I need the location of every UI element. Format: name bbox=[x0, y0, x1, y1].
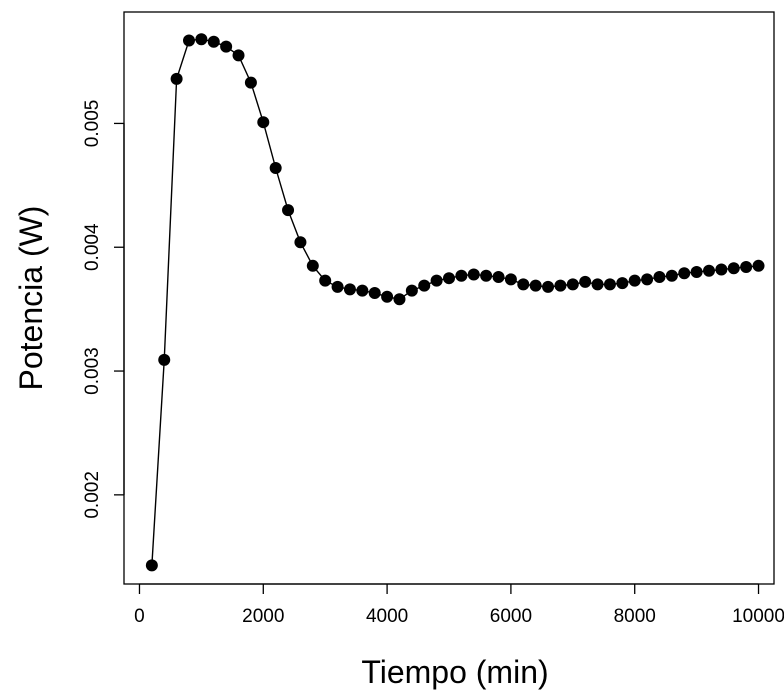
x-tick-label: 8000 bbox=[614, 606, 656, 627]
y-axis-label: Potencia (W) bbox=[13, 206, 49, 391]
data-point bbox=[207, 35, 220, 48]
data-point bbox=[294, 236, 307, 249]
data-point bbox=[517, 278, 530, 291]
data-point bbox=[368, 287, 381, 300]
series-line bbox=[151, 38, 759, 566]
plot-frame bbox=[123, 11, 775, 585]
data-point bbox=[480, 269, 493, 282]
data-point bbox=[405, 284, 418, 297]
x-axis: 0 2000 4000 6000 8000 10000 bbox=[134, 583, 784, 627]
data-point bbox=[628, 274, 641, 287]
data-point bbox=[430, 274, 443, 287]
data-point bbox=[244, 76, 257, 89]
data-point bbox=[393, 293, 406, 306]
data-point bbox=[158, 353, 171, 366]
x-tick-label: 0 bbox=[134, 606, 145, 627]
data-point bbox=[170, 72, 183, 85]
data-point bbox=[331, 280, 344, 293]
data-point bbox=[232, 49, 245, 62]
data-point bbox=[381, 290, 394, 303]
data-point bbox=[306, 259, 319, 272]
data-point bbox=[703, 264, 715, 277]
y-tick-label: 0.005 bbox=[82, 100, 103, 148]
data-point bbox=[443, 272, 455, 285]
data-point bbox=[653, 270, 666, 283]
data-point bbox=[145, 559, 158, 572]
data-point bbox=[455, 269, 468, 282]
data-point bbox=[603, 278, 616, 291]
data-point bbox=[542, 280, 555, 293]
data-point bbox=[678, 267, 691, 280]
data-point bbox=[183, 34, 195, 47]
data-point bbox=[740, 261, 753, 274]
data-point bbox=[579, 275, 592, 288]
data-point bbox=[665, 269, 678, 282]
data-point bbox=[418, 279, 431, 292]
data-point bbox=[257, 116, 270, 129]
data-point bbox=[715, 263, 728, 276]
data-point bbox=[529, 279, 542, 292]
data-point bbox=[220, 40, 233, 53]
data-point bbox=[343, 283, 356, 296]
x-tick-label: 10000 bbox=[732, 606, 784, 627]
y-tick-label: 0.002 bbox=[82, 471, 103, 519]
data-point bbox=[282, 204, 295, 217]
y-tick-label: 0.003 bbox=[82, 347, 103, 395]
data-point bbox=[752, 259, 765, 272]
x-tick-label: 6000 bbox=[490, 606, 532, 627]
x-tick-label: 2000 bbox=[242, 606, 284, 627]
data-point bbox=[356, 284, 369, 297]
series-line-group bbox=[151, 38, 759, 566]
data-point bbox=[566, 278, 579, 291]
x-axis-label: Tiempo (min) bbox=[361, 654, 548, 690]
x-tick-label: 4000 bbox=[366, 606, 408, 627]
data-point bbox=[492, 270, 505, 283]
data-points-group bbox=[145, 33, 765, 572]
data-point bbox=[690, 266, 703, 278]
data-point bbox=[554, 279, 567, 292]
y-tick-label: 0.004 bbox=[82, 223, 103, 271]
data-point bbox=[727, 262, 740, 275]
data-point bbox=[504, 273, 517, 286]
data-point bbox=[591, 278, 604, 291]
data-point bbox=[319, 274, 332, 287]
data-point bbox=[195, 33, 208, 46]
data-point bbox=[641, 273, 654, 286]
data-point bbox=[467, 268, 480, 281]
data-point bbox=[616, 277, 629, 290]
data-point bbox=[269, 162, 282, 174]
y-axis: 0.002 0.003 0.004 0.005 bbox=[82, 100, 125, 519]
